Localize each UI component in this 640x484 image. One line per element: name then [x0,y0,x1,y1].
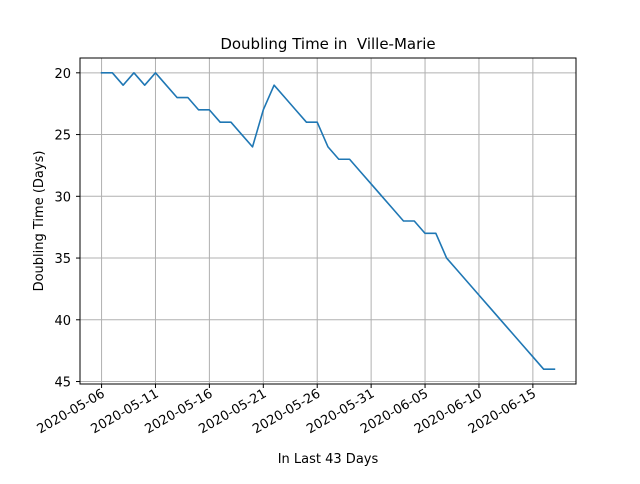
series-layer [100,72,556,370]
series-line [100,72,556,370]
grid-lines [80,58,576,384]
y-axis-label: Doubling Time (Days) [32,151,47,292]
x-axis-label: In Last 43 Days [278,452,379,467]
y-tick-label: 45 [54,376,71,391]
y-tick-label: 30 [54,190,71,205]
y-tick-label: 25 [54,129,71,144]
y-tick-label: 40 [54,314,71,329]
y-tick-label: 20 [54,67,71,82]
plot-frame [79,57,577,385]
y-tick-label: 35 [54,252,71,267]
chart-title: Doubling Time in Ville-Marie [220,35,435,53]
